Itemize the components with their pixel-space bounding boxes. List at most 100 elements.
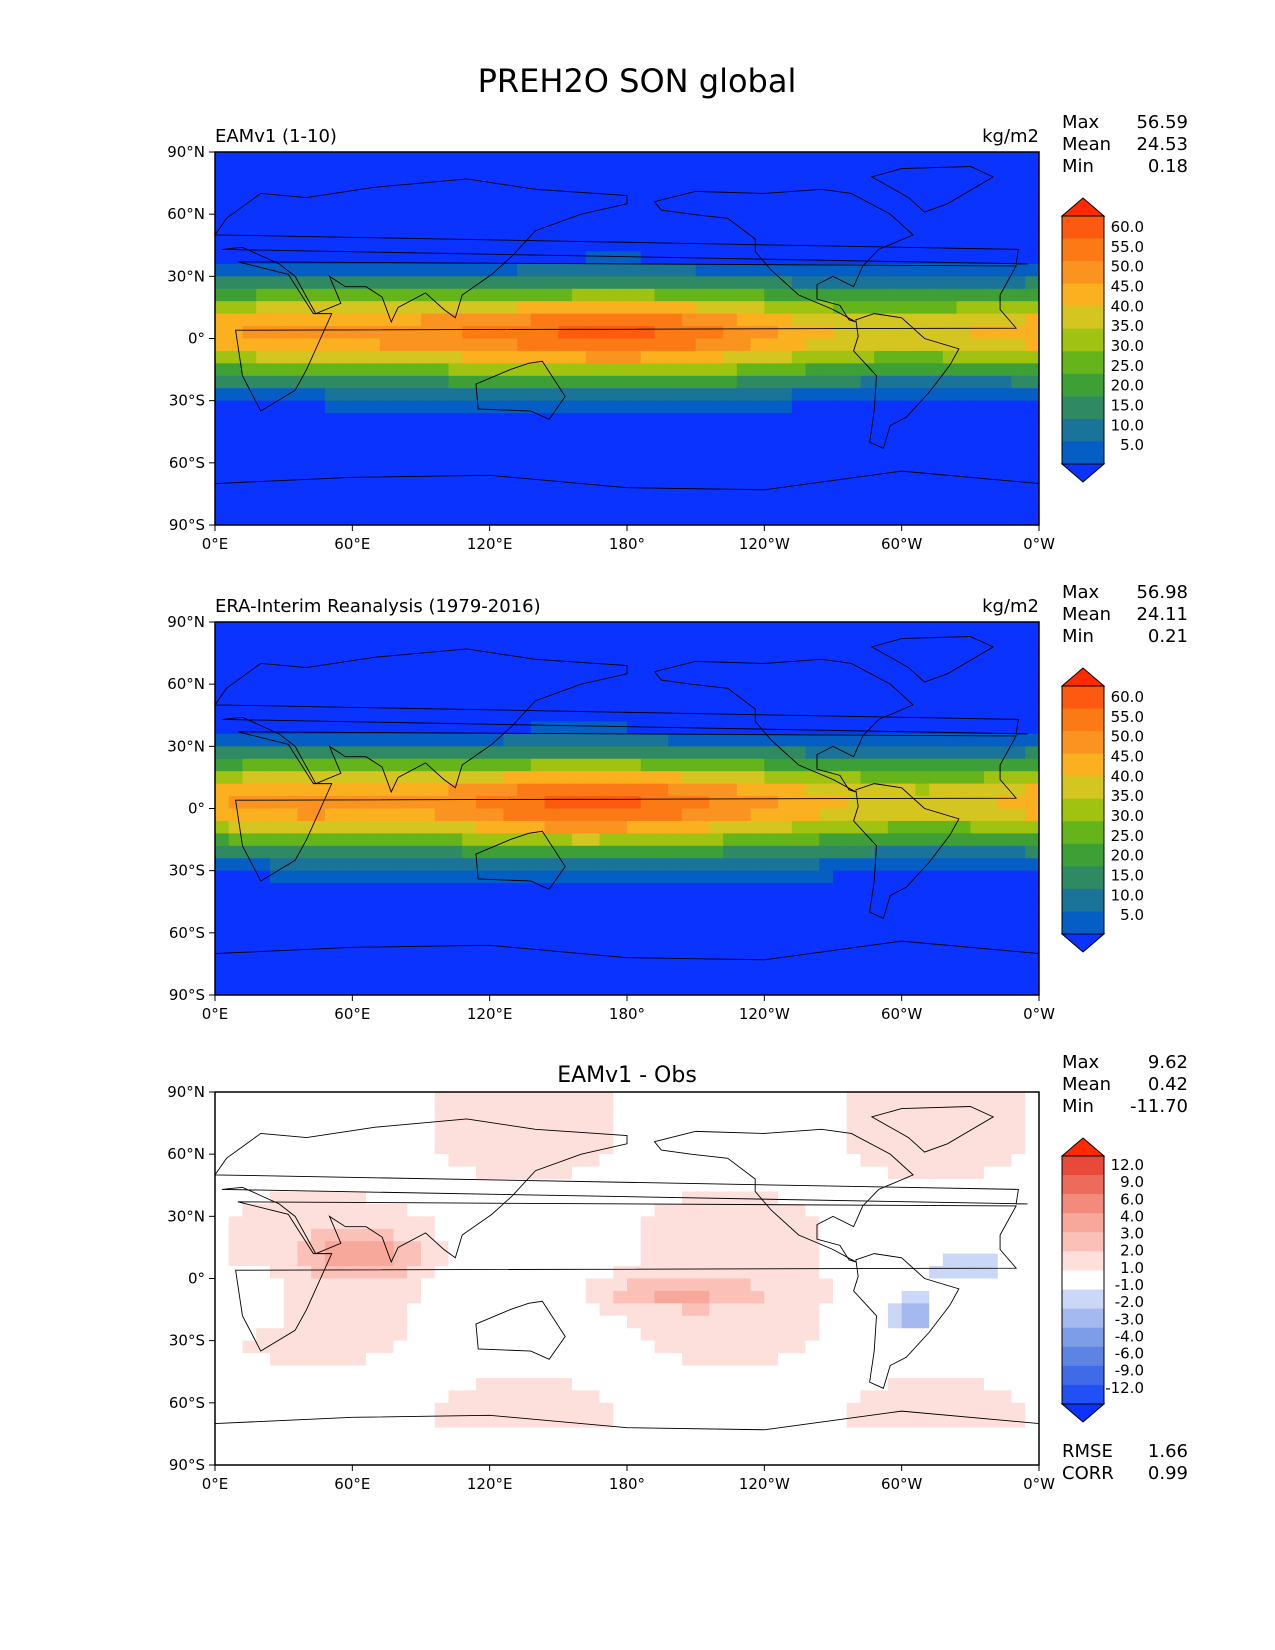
colorbar-label: 6.0 xyxy=(1120,1190,1144,1208)
colorbar-label: 50.0 xyxy=(1111,728,1144,746)
lat-tick-label: 30°S xyxy=(169,1332,205,1350)
lon-tick-label: 60°E xyxy=(334,535,370,553)
colorbar-label: 2.0 xyxy=(1120,1242,1144,1260)
colorbar-segment xyxy=(1062,283,1104,307)
stat-label: Max xyxy=(1062,582,1100,603)
colorbar-segment xyxy=(1062,1365,1104,1386)
panel-title: ERA-Interim Reanalysis (1979-2016) xyxy=(215,596,541,617)
lon-tick-label: 0°E xyxy=(202,1005,229,1023)
lon-tick-label: 180° xyxy=(609,1475,645,1493)
lat-tick-label: 30°S xyxy=(169,392,205,410)
stat-value: -11.70 xyxy=(1130,1096,1188,1117)
colorbar-label: 3.0 xyxy=(1120,1225,1144,1243)
colorbar-label: 45.0 xyxy=(1111,278,1144,296)
lat-tick-label: 90°N xyxy=(167,143,205,161)
colorbar-segment xyxy=(1062,843,1104,867)
colorbar-segment xyxy=(1062,418,1104,442)
colorbar-label: 15.0 xyxy=(1111,397,1144,415)
colorbar-segment xyxy=(1062,888,1104,912)
colorbar-segment xyxy=(1062,373,1104,397)
colorbar-segment xyxy=(1062,1194,1104,1214)
lon-tick-label: 0°E xyxy=(202,535,229,553)
colorbar-label: 40.0 xyxy=(1111,297,1144,315)
colorbar-segment xyxy=(1062,911,1104,935)
panels: 90°N 60°N 30°N 0° 30°S 60°S 90°S 0°E 60°E 120°E 18… xyxy=(167,112,1188,1493)
map-panel-diff: 90°N 60°N 30°N 0° 30°S 60°S 90°S0°E 60°E 120°E 18… xyxy=(167,1052,1188,1493)
colorbar-label: 15.0 xyxy=(1111,867,1144,885)
lat-tick-label: 60°S xyxy=(169,924,205,942)
colorbar-segment xyxy=(1062,238,1104,262)
colorbar-label: 45.0 xyxy=(1111,748,1144,766)
lat-tick-label: 60°S xyxy=(169,454,205,472)
colorbar-label: 1.0 xyxy=(1120,1259,1144,1277)
stat-label: Max xyxy=(1062,112,1100,133)
map-panel-model: 90°N 60°N 30°N 0° 30°S 60°S 90°S0°E 60°E 120°E 18… xyxy=(167,112,1188,553)
lon-tick-label: 180° xyxy=(609,1005,645,1023)
lat-tick-label: 60°N xyxy=(167,1145,205,1163)
stat-value: 0.42 xyxy=(1148,1074,1188,1095)
stat-label: Mean xyxy=(1062,134,1111,155)
lon-tick-label: 60°W xyxy=(881,535,923,553)
map-panel-obs: 90°N 60°N 30°N 0° 30°S 60°S 90°S0°E 60°E 120°E 18… xyxy=(167,582,1188,1023)
lon-tick-label: 180° xyxy=(609,535,645,553)
lat-tick-label: 30°N xyxy=(167,737,205,755)
colorbar-label: 25.0 xyxy=(1111,827,1144,845)
colorbar-segment xyxy=(1062,1251,1104,1271)
lon-tick-label: 60°E xyxy=(334,1475,370,1493)
lat-tick-label: 60°S xyxy=(169,1394,205,1412)
coastlines xyxy=(215,1106,1039,1465)
colorbar-segment xyxy=(1062,753,1104,777)
stat-value: 0.21 xyxy=(1148,626,1188,647)
coastlines xyxy=(215,166,1039,525)
colorbar-segment xyxy=(1062,1175,1104,1195)
panel-title: EAMv1 - Obs xyxy=(557,1063,697,1088)
colorbar-label: 12.0 xyxy=(1111,1156,1144,1174)
stat-value: 24.53 xyxy=(1136,134,1188,155)
colorbar-label: -12.0 xyxy=(1105,1379,1144,1397)
stat-label: Mean xyxy=(1062,1074,1111,1095)
colorbar-label: 20.0 xyxy=(1111,377,1144,395)
colorbar-segment xyxy=(1062,1327,1104,1348)
stat-value: 24.11 xyxy=(1136,604,1188,625)
stat-label: Min xyxy=(1062,626,1094,647)
lon-tick-label: 0°W xyxy=(1023,535,1055,553)
stat-value: 0.18 xyxy=(1148,156,1188,177)
colorbar-segment xyxy=(1062,866,1104,890)
colorbar-segment xyxy=(1062,776,1104,800)
colorbar-label: 10.0 xyxy=(1111,886,1144,904)
colorbar-segment xyxy=(1062,1384,1104,1405)
stat-label: Min xyxy=(1062,156,1094,177)
stat-label: Max xyxy=(1062,1052,1100,1073)
colorbar-segment xyxy=(1062,328,1104,352)
colorbar-segment xyxy=(1062,686,1104,710)
colorbar-label: -3.0 xyxy=(1115,1310,1144,1328)
colorbar-label: 25.0 xyxy=(1111,357,1144,375)
stat-value: 1.66 xyxy=(1148,1441,1188,1462)
colorbar-segment xyxy=(1062,1213,1104,1233)
field-model xyxy=(215,152,1039,525)
units-label: kg/m2 xyxy=(982,126,1039,147)
lat-tick-label: 30°S xyxy=(169,862,205,880)
colorbar-label: 9.0 xyxy=(1120,1173,1144,1191)
colorbar-segment xyxy=(1062,798,1104,822)
stat-label: Min xyxy=(1062,1096,1094,1117)
colorbar-segment xyxy=(1062,396,1104,420)
colorbar-label: 30.0 xyxy=(1111,807,1144,825)
colorbar-segment xyxy=(1062,708,1104,732)
colorbar-label: 40.0 xyxy=(1111,767,1144,785)
lon-tick-label: 120°E xyxy=(467,1475,513,1493)
colorbar-label: 30.0 xyxy=(1111,337,1144,355)
lon-tick-label: 60°W xyxy=(881,1005,923,1023)
coastlines xyxy=(215,636,1039,995)
colorbar-diff: 12.09.06.04.03.02.01.0-1.0-2.0-3.0-4.0-6… xyxy=(1060,1137,1144,1423)
lat-tick-label: 90°S xyxy=(169,1456,205,1474)
colorbar-label: 50.0 xyxy=(1111,258,1144,276)
colorbar-label: -1.0 xyxy=(1115,1276,1144,1294)
lon-tick-label: 120°W xyxy=(739,1005,790,1023)
colorbar-segment xyxy=(1062,1156,1104,1176)
lat-tick-label: 30°N xyxy=(167,267,205,285)
colorbar-label: 5.0 xyxy=(1120,436,1144,454)
lon-tick-label: 0°W xyxy=(1023,1005,1055,1023)
lat-tick-label: 90°N xyxy=(167,613,205,631)
lat-tick-label: 0° xyxy=(188,330,205,348)
